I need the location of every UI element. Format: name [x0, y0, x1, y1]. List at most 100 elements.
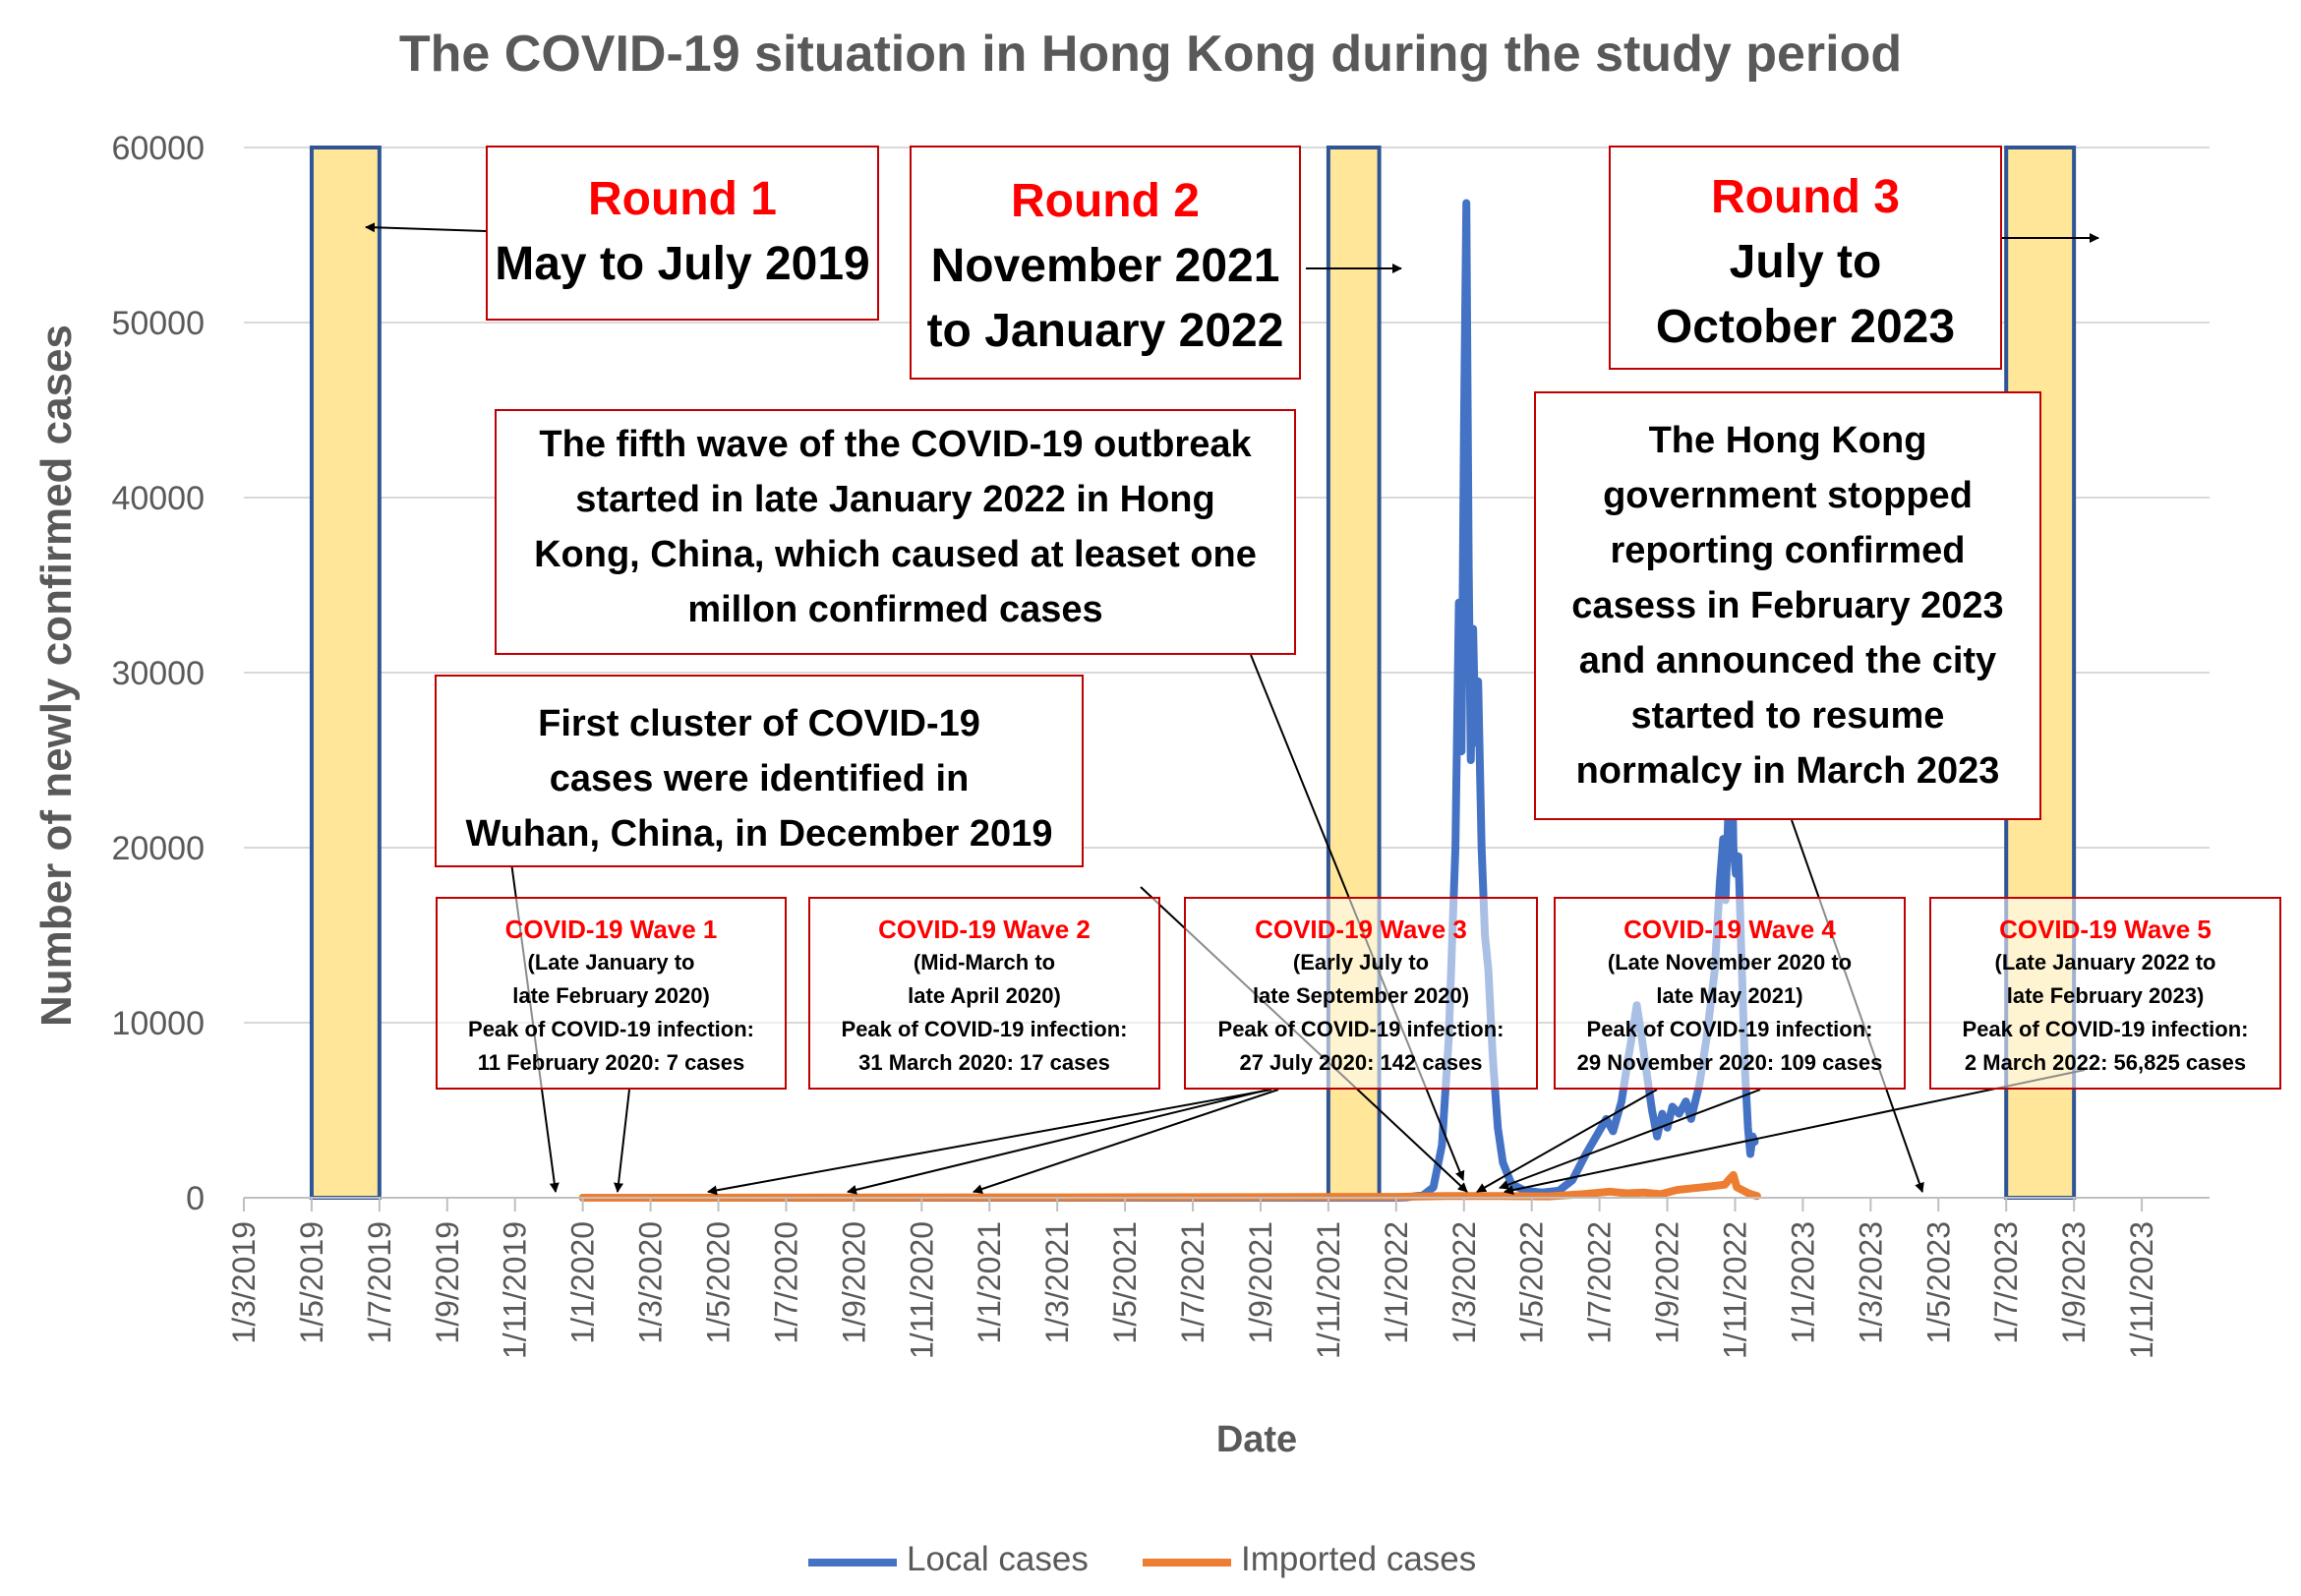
- x-tick-label: 1/1/2023: [1785, 1221, 1820, 1344]
- wave-5-peak-label: Peak of COVID-19 infection:: [1962, 1017, 2249, 1041]
- y-tick-label-0: 0: [186, 1180, 205, 1217]
- y-tick-label-50000: 50000: [111, 305, 205, 342]
- wave-3-box: COVID-19 Wave 3 (Early July to late Sept…: [1184, 897, 1538, 1090]
- wave-4-title: COVID-19 Wave 4: [1623, 915, 1836, 944]
- annotation-arrow: [1504, 1069, 2086, 1196]
- wave-1-period-2: late February 2020): [512, 983, 710, 1008]
- wuhan-note-line-1: First cluster of COVID-19: [538, 703, 980, 744]
- annotation-arrow: [1476, 1089, 1658, 1193]
- x-tick-label: 1/11/2019: [498, 1221, 533, 1359]
- stop-note-line-2: government stopped: [1603, 475, 1973, 516]
- wave-2-box: COVID-19 Wave 2 (Mid-March to late April…: [808, 897, 1160, 1090]
- legend-label-imported: Imported cases: [1241, 1540, 1477, 1578]
- fifth-wave-note-line-2: started in late January 2022 in Hong: [575, 479, 1215, 520]
- wave-4-period-2: late May 2021): [1656, 983, 1803, 1008]
- wave-3-period-2: late September 2020): [1252, 983, 1470, 1008]
- x-tick-label: 1/3/2022: [1446, 1221, 1482, 1344]
- wave-1-box: COVID-19 Wave 1 (Late January to late Fe…: [436, 897, 787, 1090]
- series-lines: [578, 199, 1761, 1202]
- wave-5-period-2: late February 2023): [2006, 983, 2205, 1008]
- wave-5-period-1: (Late January 2022 to: [1994, 950, 2216, 975]
- wave-2-peak-label: Peak of COVID-19 infection:: [841, 1017, 1128, 1041]
- round-1-period: May to July 2019: [495, 238, 870, 290]
- wave-2-title: COVID-19 Wave 2: [878, 915, 1091, 944]
- wave-1-period-1: (Late January to: [527, 950, 695, 975]
- wave-5-title: COVID-19 Wave 5: [1999, 915, 2212, 944]
- x-tick-label: 1/1/2021: [972, 1221, 1007, 1344]
- annotation-arrow: [707, 1089, 1272, 1196]
- wave-5-box: COVID-19 Wave 5 (Late January 2022 to la…: [1929, 897, 2281, 1090]
- x-tick-label: 1/7/2023: [1988, 1221, 2024, 1344]
- x-tick-label: 1/9/2022: [1650, 1221, 1685, 1344]
- x-tick-label: 1/7/2019: [362, 1221, 397, 1344]
- x-tick-label: 1/5/2022: [1514, 1221, 1550, 1344]
- x-tick-label: 1/3/2021: [1039, 1221, 1075, 1344]
- round-1-title: Round 1: [588, 173, 777, 225]
- wave-1-peak: 11 February 2020: 7 cases: [477, 1050, 745, 1075]
- y-tick-label-20000: 20000: [111, 830, 205, 867]
- fifth-wave-note-line-4: millon confirmed cases: [687, 589, 1103, 630]
- fifth-wave-note: The fifth wave of the COVID-19 outbreak …: [495, 409, 1296, 655]
- x-tick-label: 1/7/2022: [1582, 1221, 1618, 1344]
- wave-5-peak: 2 March 2022: 56,825 cases: [1964, 1050, 2247, 1075]
- wave-2-peak: 31 March 2020: 17 cases: [858, 1050, 1110, 1075]
- wave-3-period-1: (Early July to: [1292, 950, 1430, 975]
- y-axis: 0 10000 20000 30000 40000 50000 60000: [111, 130, 205, 1217]
- round-2-title: Round 2: [1011, 175, 1200, 227]
- x-tick-label: 1/1/2020: [565, 1221, 601, 1344]
- wave-2-period-1: (Mid-March to: [913, 950, 1056, 975]
- y-tick-label-30000: 30000: [111, 655, 205, 692]
- local-cases-line: [578, 199, 1759, 1202]
- stop-note-line-5: and announced the city: [1578, 640, 1997, 681]
- wave-3-title: COVID-19 Wave 3: [1255, 915, 1467, 944]
- x-tick-label: 1/11/2022: [1717, 1221, 1752, 1359]
- wave-4-box: COVID-19 Wave 4 (Late November 2020 to l…: [1554, 897, 1906, 1090]
- fifth-wave-note-line-3: Kong, China, which caused at leaset one: [534, 534, 1257, 575]
- x-tick-label: 1/5/2020: [701, 1221, 737, 1344]
- stop-note-line-7: normalcy in March 2023: [1575, 750, 2000, 792]
- x-tick-label: 1/3/2020: [633, 1221, 669, 1344]
- wave-3-peak-label: Peak of COVID-19 infection:: [1217, 1017, 1504, 1041]
- y-axis-label: Number of newly confirmed cases: [32, 325, 81, 1027]
- wave-4-peak: 29 November 2020: 109 cases: [1576, 1050, 1883, 1075]
- wave-1-peak-label: Peak of COVID-19 infection:: [468, 1017, 754, 1041]
- annotation-arrow: [365, 222, 487, 233]
- annotation-arrow: [973, 1089, 1279, 1194]
- x-tick-label: 1/5/2023: [1920, 1221, 1956, 1344]
- x-tick-label: 1/5/2021: [1107, 1221, 1143, 1344]
- wave-4-peak-label: Peak of COVID-19 infection:: [1586, 1017, 1873, 1041]
- wuhan-note: First cluster of COVID-19 cases were ide…: [435, 675, 1084, 867]
- x-axis-label: Date: [1216, 1419, 1297, 1460]
- chart-title: The COVID-19 situation in Hong Kong duri…: [399, 26, 1902, 83]
- round-2-period-line-1: November 2021: [930, 240, 1280, 292]
- wave-1-title: COVID-19 Wave 1: [504, 915, 718, 944]
- x-tick-label: 1/7/2020: [768, 1221, 803, 1344]
- wave-4-period-1: (Late November 2020 to: [1607, 950, 1853, 975]
- wave-3-peak: 27 July 2020: 142 cases: [1239, 1050, 1483, 1075]
- x-tick-label: 1/9/2021: [1243, 1221, 1278, 1344]
- x-tick-label: 1/11/2021: [1311, 1221, 1346, 1359]
- x-tick-label: 1/5/2019: [294, 1221, 329, 1344]
- y-tick-label-40000: 40000: [111, 480, 205, 517]
- stop-note-line-3: reporting confirmed: [1610, 530, 1966, 571]
- stop-note-line-1: The Hong Kong: [1648, 420, 1927, 461]
- imported-cases-line: [578, 1170, 1761, 1202]
- x-tick-label: 1/9/2023: [2056, 1221, 2092, 1344]
- wave-2-period-2: late April 2020): [908, 983, 1061, 1008]
- y-tick-label-60000: 60000: [111, 130, 205, 167]
- x-tick-label: 1/11/2023: [2124, 1221, 2159, 1359]
- round-3-box: Round 3 July to October 2023: [1609, 146, 2002, 370]
- x-axis: 1/3/2019 1/5/2019 1/7/2019 1/9/2019 1/11/201…: [226, 1197, 2210, 1359]
- stop-reporting-note: The Hong Kong government stopped reporti…: [1534, 391, 2041, 820]
- annotation-arrow: [1499, 1089, 1761, 1190]
- round-1-box: Round 1 May to July 2019: [486, 146, 879, 321]
- x-tick-label: 1/9/2020: [836, 1221, 871, 1344]
- annotation-arrow: [614, 1089, 630, 1193]
- round-3-period-line-2: October 2023: [1655, 301, 1956, 353]
- y-tick-label-10000: 10000: [111, 1005, 205, 1042]
- round-2-period-line-2: to January 2022: [926, 305, 1284, 357]
- wuhan-note-line-2: cases were identified in: [549, 758, 970, 799]
- stop-note-line-4: casess in February 2023: [1571, 585, 2004, 626]
- wuhan-note-line-3: Wuhan, China, in December 2019: [465, 813, 1053, 855]
- round-3-period-line-1: July to: [1729, 236, 1882, 288]
